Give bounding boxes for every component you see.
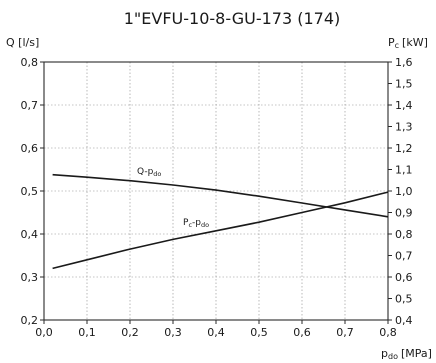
axis-ticks bbox=[40, 61, 392, 324]
y-right-tick-labels: 0,4 0,5 0,6 0,7 0,8 0,9 1,0 1,1 1,2 1,3 1,4 1,5 1,6 bbox=[395, 56, 413, 327]
x-axis-label-sub: do bbox=[388, 352, 398, 361]
series-label-flow-main: Q-p bbox=[137, 167, 154, 177]
y-left-tick-label: 0,2 bbox=[21, 314, 39, 327]
series-label-power: Pc-pdo bbox=[183, 218, 209, 229]
series-label-power-main: P bbox=[183, 218, 189, 228]
y-right-tick-label: 1,0 bbox=[395, 185, 413, 198]
y-right-tick-label: 1,6 bbox=[395, 56, 413, 69]
x-tick-label: 0,6 bbox=[293, 326, 311, 339]
x-tick-label: 0,4 bbox=[207, 326, 225, 339]
x-tick-label: 0,2 bbox=[121, 326, 139, 339]
y-right-tick-label: 1,4 bbox=[395, 99, 413, 112]
y-right-tick-label: 0,4 bbox=[395, 314, 413, 327]
y-right-axis-label-unit: [kW] bbox=[402, 36, 428, 49]
x-tick-label: 0,3 bbox=[164, 326, 182, 339]
series-line-power bbox=[52, 191, 389, 270]
y-left-axis-label: Q [l/s] bbox=[6, 36, 39, 49]
y-right-axis-label-main: P bbox=[388, 36, 395, 49]
x-axis-label-main: p bbox=[381, 347, 388, 360]
y-left-tick-label: 0,6 bbox=[21, 142, 39, 155]
series-label-flow: Q-pdo bbox=[137, 167, 161, 178]
y-right-tick-label: 0,9 bbox=[395, 207, 413, 220]
y-right-tick-label: 0,5 bbox=[395, 293, 413, 306]
x-tick-label: 0,0 bbox=[35, 326, 53, 339]
series-label-flow-sub: do bbox=[153, 170, 161, 178]
y-right-tick-label: 0,6 bbox=[395, 271, 413, 284]
y-right-axis-label-sub: c bbox=[395, 41, 399, 50]
y-right-tick-label: 1,3 bbox=[395, 121, 413, 134]
x-tick-label: 0,8 bbox=[379, 326, 397, 339]
chart-title: 1"EVFU-10-8-GU-173 (174) bbox=[124, 9, 340, 28]
y-left-tick-label: 0,4 bbox=[21, 228, 39, 241]
y-left-tick-label: 0,3 bbox=[21, 271, 39, 284]
x-tick-labels: 0,0 0,1 0,2 0,3 0,4 0,5 0,6 0,7 0,8 bbox=[35, 326, 397, 339]
y-right-axis-label: Pc [kW] bbox=[388, 36, 428, 50]
x-tick-label: 0,7 bbox=[336, 326, 354, 339]
y-right-tick-label: 1,5 bbox=[395, 78, 413, 91]
y-left-tick-label: 0,7 bbox=[21, 99, 39, 112]
series-label-power-main-sub: c bbox=[188, 221, 192, 229]
y-left-tick-labels: 0,2 0,3 0,4 0,5 0,6 0,7 0,8 bbox=[21, 56, 39, 327]
series-line-flow bbox=[52, 173, 389, 218]
y-right-tick-label: 0,8 bbox=[395, 228, 413, 241]
x-axis-label: pdo [MPa] bbox=[381, 347, 432, 361]
series-label-power-tail: -p bbox=[192, 218, 201, 228]
y-right-tick-label: 1,1 bbox=[395, 164, 413, 177]
y-left-tick-label: 0,8 bbox=[21, 56, 39, 69]
x-tick-label: 0,1 bbox=[78, 326, 96, 339]
y-right-tick-label: 1,2 bbox=[395, 142, 413, 155]
y-left-tick-label: 0,5 bbox=[21, 185, 39, 198]
grid-lines bbox=[44, 62, 388, 320]
y-right-tick-label: 0,7 bbox=[395, 250, 413, 263]
x-tick-label: 0,5 bbox=[250, 326, 268, 339]
series-label-power-sub: do bbox=[201, 221, 209, 229]
x-axis-label-unit: [MPa] bbox=[401, 347, 432, 360]
